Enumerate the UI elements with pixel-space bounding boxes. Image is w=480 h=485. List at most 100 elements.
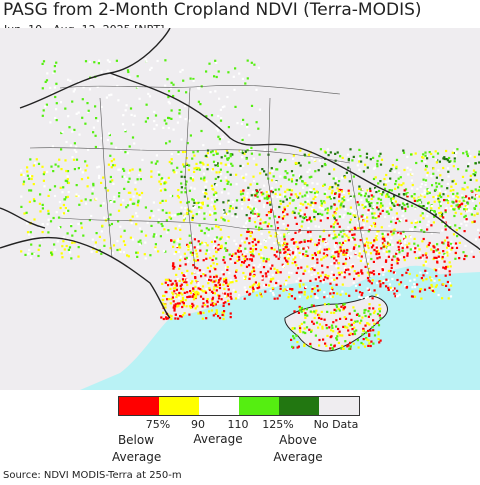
ndvi-pixel (209, 213, 212, 216)
ndvi-pixel (361, 226, 364, 229)
ndvi-pixel (317, 257, 320, 260)
ndvi-pixel (201, 317, 204, 320)
ndvi-pixel (362, 327, 365, 330)
ndvi-pixel (292, 157, 295, 160)
ndvi-pixel (327, 154, 330, 157)
ndvi-pixel (195, 290, 198, 293)
ndvi-pixel (284, 228, 287, 231)
ndvi-pixel (204, 212, 207, 216)
ndvi-pixel (66, 232, 69, 235)
ndvi-pixel (434, 285, 437, 288)
ndvi-pixel (423, 288, 427, 291)
ndvi-pixel (177, 89, 180, 92)
ndvi-pixel (211, 258, 214, 262)
ndvi-pixel (295, 271, 298, 274)
ndvi-pixel (174, 284, 177, 287)
ndvi-pixel (184, 150, 187, 153)
ndvi-pixel (443, 239, 447, 242)
ndvi-pixel (424, 151, 427, 154)
ndvi-pixel (312, 304, 315, 307)
ndvi-pixel (294, 248, 297, 251)
ndvi-pixel (308, 168, 311, 171)
ndvi-pixel (310, 238, 313, 241)
ndvi-pixel (144, 206, 147, 209)
ndvi-pixel (362, 170, 365, 173)
ndvi-pixel (382, 250, 385, 253)
ndvi-pixel (226, 237, 229, 240)
ndvi-pixel (336, 250, 339, 253)
ndvi-pixel (215, 311, 218, 314)
ndvi-pixel (444, 191, 447, 194)
ndvi-pixel (358, 185, 361, 188)
ndvi-pixel (166, 78, 169, 81)
ndvi-pixel (113, 195, 116, 198)
ndvi-pixel (450, 284, 453, 287)
ndvi-pixel (167, 229, 170, 232)
ndvi-pixel (86, 164, 89, 167)
ndvi-pixel (334, 192, 337, 195)
ndvi-pixel (435, 252, 438, 255)
ndvi-pixel (422, 205, 425, 208)
ndvi-pixel (404, 207, 407, 210)
ndvi-pixel (438, 189, 441, 192)
ndvi-pixel (410, 295, 414, 298)
ndvi-pixel (375, 238, 378, 241)
ndvi-pixel (96, 119, 99, 123)
ndvi-pixel (255, 288, 258, 291)
ndvi-pixel (226, 265, 229, 269)
ndvi-pixel (234, 261, 237, 264)
ndvi-pixel (218, 286, 222, 290)
ndvi-pixel (201, 285, 205, 288)
ndvi-pixel (244, 275, 247, 278)
ndvi-pixel (460, 212, 463, 215)
ndvi-pixel (279, 193, 282, 196)
ndvi-pixel (410, 227, 414, 231)
ndvi-pixel (403, 203, 406, 207)
ndvi-pixel (51, 253, 54, 256)
ndvi-pixel (373, 212, 376, 215)
ndvi-pixel (185, 281, 188, 284)
ndvi-pixel (353, 330, 356, 333)
ndvi-pixel (319, 280, 322, 283)
ndvi-pixel (252, 212, 255, 215)
ndvi-pixel (334, 182, 337, 185)
ndvi-pixel (262, 192, 265, 195)
ndvi-pixel (158, 180, 161, 183)
ndvi-pixel (263, 170, 266, 173)
ndvi-pixel (370, 246, 374, 249)
ndvi-pixel (203, 303, 206, 307)
ndvi-pixel (380, 247, 383, 250)
ndvi-pixel (218, 97, 221, 100)
ndvi-pixel (335, 259, 338, 262)
ndvi-pixel (52, 71, 55, 75)
ndvi-pixel (353, 226, 356, 229)
ndvi-pixel (306, 297, 309, 300)
ndvi-pixel (430, 224, 433, 227)
ndvi-pixel (368, 307, 371, 310)
ndvi-pixel (378, 341, 381, 344)
ndvi-pixel (379, 307, 382, 310)
ndvi-pixel (427, 188, 430, 191)
ndvi-pixel (139, 196, 142, 199)
ndvi-pixel (434, 213, 437, 216)
ndvi-pixel (310, 330, 313, 333)
ndvi-pixel (41, 165, 44, 168)
ndvi-pixel (461, 188, 464, 191)
ndvi-pixel (432, 250, 435, 254)
ndvi-pixel (232, 253, 235, 256)
ndvi-pixel (356, 164, 359, 167)
ndvi-pixel (339, 317, 342, 320)
ndvi-pixel (164, 290, 167, 294)
ndvi-pixel (449, 226, 452, 229)
ndvi-pixel (343, 271, 346, 274)
ndvi-pixel (65, 196, 68, 199)
ndvi-pixel (288, 202, 291, 205)
ndvi-pixel (126, 69, 130, 72)
ndvi-pixel (402, 151, 406, 154)
ndvi-pixel (299, 254, 302, 257)
ndvi-pixel (252, 266, 255, 269)
ndvi-pixel (167, 90, 171, 93)
ndvi-pixel (341, 283, 344, 286)
ndvi-pixel (109, 180, 112, 183)
ndvi-pixel (227, 126, 230, 129)
